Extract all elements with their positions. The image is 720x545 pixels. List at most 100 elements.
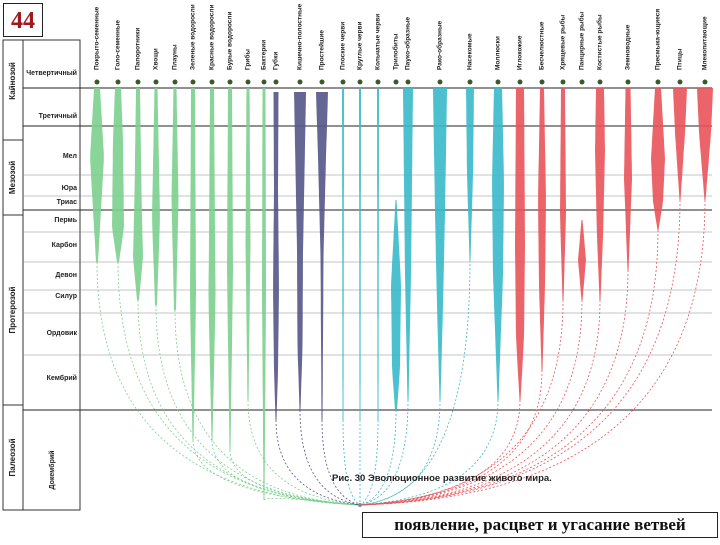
group-label-fungi: Грибы <box>244 49 252 70</box>
lineage-shape-molluscs <box>492 88 504 400</box>
insects-icon <box>467 79 473 85</box>
branch-line-arachnids <box>359 399 409 506</box>
group-label-bacteria: Бактерии <box>261 40 268 70</box>
group-label-invertebrates: Бесчелюстные <box>539 21 546 70</box>
gymnosperms-icon <box>115 79 121 85</box>
period-label-permian: Пермь <box>54 217 77 224</box>
trilobites-icon <box>393 79 399 85</box>
red_algae-icon <box>209 79 215 85</box>
branch-line-flatworms <box>342 419 361 506</box>
ferns-icon <box>135 79 141 85</box>
branch-line-protozoa <box>321 419 361 506</box>
birds-icon <box>677 79 683 85</box>
lineage-shape-fungi <box>245 88 251 400</box>
lineage-shape-angiosperms <box>90 88 104 262</box>
group-label-roundworms: Круглые черви <box>357 22 364 70</box>
branch-line-sponges <box>275 419 361 506</box>
background-layer <box>2 39 712 511</box>
lineage-shape-arachnids <box>403 88 413 400</box>
fungi-icon <box>245 79 251 85</box>
period-label-devonian: Девон <box>55 272 77 279</box>
lineage-shape-ferns <box>133 88 143 300</box>
branch-line-bony_fish <box>359 299 601 506</box>
branch-line-invertebrates <box>359 369 543 506</box>
branch-line-red_algae <box>211 439 361 506</box>
invertebrates-icon <box>539 79 545 85</box>
branch-line-echinoderms <box>359 399 521 506</box>
lineage-shape-protozoa <box>316 92 328 420</box>
group-label-amphibians: Земноводные <box>625 24 632 70</box>
annelids-icon <box>375 79 381 85</box>
group-label-trilobites: Трилобиты <box>392 33 400 70</box>
branch-line-birds <box>359 199 681 506</box>
lineage-shape-horsetails <box>152 88 160 305</box>
branch-line-reptiles <box>359 229 659 506</box>
echinoderms-icon <box>517 79 523 85</box>
group-label-green_algae: Зеленые водоросли <box>190 4 197 70</box>
period-label-tertiary: Третичный <box>39 112 77 120</box>
period-label-quaternary: Четвертичный <box>26 69 77 77</box>
bony_fish-icon <box>597 79 603 85</box>
lineage-shape-roundworms <box>359 88 361 420</box>
brown_algae-icon <box>227 79 233 85</box>
branch-line-trilobites <box>359 409 397 506</box>
branch-line-insects <box>359 259 471 506</box>
branch-line-coelenterates <box>299 409 361 506</box>
group-label-horsetails: Хвощи <box>153 48 160 70</box>
labels-layer: Кайнозой Мезозой Протерозой Палеозой Четверт… <box>8 3 709 489</box>
reptiles-icon <box>655 79 661 85</box>
lineage-shape-bony_fish <box>595 88 605 300</box>
lineage-shape-insects <box>466 88 474 260</box>
period-label-cambrian: Кембрий <box>47 374 77 382</box>
group-label-angiosperms: Покрыто-семенные <box>94 6 101 70</box>
green_algae-icon <box>190 79 196 85</box>
mosses-icon <box>172 79 178 85</box>
era-label-mesozoic: Мезозой <box>8 161 17 194</box>
lineage-shape-gymnosperms <box>112 88 124 262</box>
protozoa-icon <box>319 79 325 85</box>
lineage-shape-flatworms <box>342 88 344 420</box>
branch-line-amphibians <box>359 269 629 506</box>
period-label-cretaceous: Мел <box>63 153 77 160</box>
period-label-precambrian: Докембрий <box>48 451 56 490</box>
group-label-brown_algae: Бурые водоросли <box>227 11 234 70</box>
branch-line-molluscs <box>359 399 499 506</box>
branch-line-green_algae <box>192 439 361 506</box>
armored_fish-icon <box>579 79 585 85</box>
lineage-shape-reptiles <box>651 88 665 230</box>
lineage-shape-birds <box>673 88 687 200</box>
group-label-annelids: Кольчатые черви <box>375 14 382 70</box>
slide-number: 44 <box>3 3 43 37</box>
group-label-protozoa: Простейшие <box>318 30 326 70</box>
lineage-shape-red_algae <box>208 88 216 440</box>
lineage-shape-bacteria <box>262 88 266 500</box>
angiosperms-icon <box>94 79 100 85</box>
lineage-shape-mosses <box>171 88 179 310</box>
branch-line-bacteria <box>263 497 361 506</box>
period-label-jurassic: Юра <box>62 185 77 192</box>
lineage-shape-mammals <box>697 88 713 200</box>
lineage-shapes-layer <box>90 79 713 500</box>
group-label-arachnids: Пауко-образные <box>404 16 412 70</box>
bottom-caption: появление, расцвет и угасание ветвей <box>362 512 718 538</box>
period-label-triassic: Триас <box>57 199 77 206</box>
group-label-mosses: Плауны <box>172 44 179 70</box>
flatworms-icon <box>340 79 346 85</box>
lineage-shape-sponges <box>273 92 279 420</box>
branch-line-ferns <box>137 299 361 506</box>
group-label-reptiles: Пресмыка-ющиеся <box>655 9 662 70</box>
bacteria-icon <box>261 79 267 85</box>
group-label-gymnosperms: Голо-семенные <box>115 20 122 70</box>
lineage-shape-amphibians <box>624 88 632 270</box>
group-label-flatworms: Плоские черви <box>340 22 347 70</box>
horsetails-icon <box>153 79 159 85</box>
branch-line-fungi <box>247 399 361 506</box>
group-label-mammals: Млекопитающие <box>702 16 709 70</box>
group-label-cartilaginous: Хрящевые рыбы <box>559 14 567 70</box>
group-label-echinoderms: Иглокожие <box>517 35 524 70</box>
group-label-bony_fish: Костистые рыбы <box>596 14 604 70</box>
lineage-shape-cartilaginous <box>560 88 566 300</box>
lineage-shape-invertebrates <box>538 88 546 370</box>
branch-lines-layer <box>96 199 706 507</box>
